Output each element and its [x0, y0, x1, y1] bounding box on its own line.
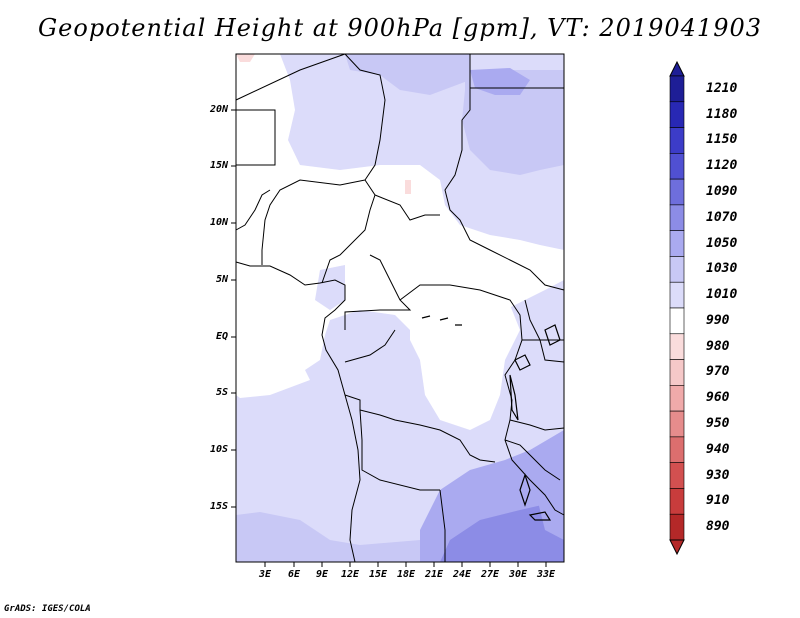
lat-label: 15S [209, 501, 228, 512]
lon-label: 24E [452, 569, 472, 580]
colorbar-min-arrow [669, 539, 685, 556]
lat-label: 5S [215, 387, 228, 398]
colorbar-swatch [669, 307, 685, 335]
colorbar-level-label: 990 [706, 312, 730, 328]
lat-label: EQ [215, 331, 228, 342]
colorbar-swatch [669, 281, 685, 309]
colorbar-level-label: 1090 [706, 184, 738, 199]
lat-label: 10N [209, 217, 228, 228]
colorbar-swatch [669, 462, 685, 489]
colorbar-swatch [669, 513, 685, 541]
contour-fill [236, 54, 564, 562]
lat-ticks [231, 109, 236, 508]
lon-label: 21E [424, 569, 444, 580]
lon-ticks [264, 562, 547, 567]
colorbar-level-label: 930 [706, 467, 730, 483]
colorbar-level-label: 970 [706, 364, 730, 380]
colorbar-swatch [669, 101, 685, 128]
colorbar-swatch [669, 178, 685, 206]
colorbar-level-label: 1070 [706, 209, 738, 225]
lat-label: 20N [209, 104, 228, 115]
colorbar-level-label: 960 [706, 390, 730, 406]
colorbar-swatch [669, 153, 685, 180]
colorbar-swatch [669, 410, 685, 438]
colorbar-level-label: 1030 [706, 261, 738, 277]
colorbar-swatch [669, 230, 685, 257]
lon-label: 18E [396, 569, 416, 580]
colorbar-level-label: 980 [706, 338, 730, 354]
lon-label: 6E [287, 569, 301, 580]
colorbar-level-label: 1120 [706, 158, 738, 174]
colorbar-level-label: 890 [706, 519, 730, 535]
colorbar-swatch [669, 359, 685, 386]
colorbar-swatch [669, 436, 685, 463]
colorbar-swatch [669, 256, 685, 283]
colorbar-max-arrow [669, 60, 685, 77]
colorbar-level-label: 940 [706, 441, 730, 457]
colorbar-level-label: 1010 [706, 287, 738, 303]
map-frame [235, 53, 565, 563]
lon-label: 9E [315, 569, 329, 580]
lat-label: 10S [209, 444, 228, 455]
colorbar-level-label: 950 [706, 416, 730, 431]
lon-label: 12E [340, 569, 360, 580]
lon-label: 33E [536, 569, 556, 580]
country-borders [235, 53, 565, 563]
colorbar-swatch [669, 385, 685, 412]
lat-label: 15N [209, 160, 228, 171]
credit-text: GrADS: IGES/COLA [4, 604, 91, 614]
colorbar-level-label: 1180 [706, 106, 738, 122]
colorbar-swatch [669, 488, 685, 515]
lon-label: 27E [480, 569, 500, 580]
lon-label: 30E [508, 569, 528, 580]
lon-label: 3E [258, 569, 272, 580]
colorbar-level-label: 910 [706, 493, 730, 509]
map-title: Geopotential Height at 900hPa [gpm], VT:… [38, 14, 762, 42]
colorbar-level-label: 1050 [706, 235, 738, 251]
colorbar [669, 60, 685, 556]
colorbar-level-label: 1150 [706, 132, 738, 148]
lakes [421, 315, 561, 521]
colorbar-swatch [669, 333, 685, 360]
lon-label: 15E [368, 569, 388, 580]
lat-label: 5N [215, 274, 228, 285]
colorbar-swatch [669, 127, 685, 154]
colorbar-swatch [669, 204, 685, 231]
colorbar-level-label: 1210 [706, 80, 738, 96]
colorbar-swatch [669, 75, 685, 103]
